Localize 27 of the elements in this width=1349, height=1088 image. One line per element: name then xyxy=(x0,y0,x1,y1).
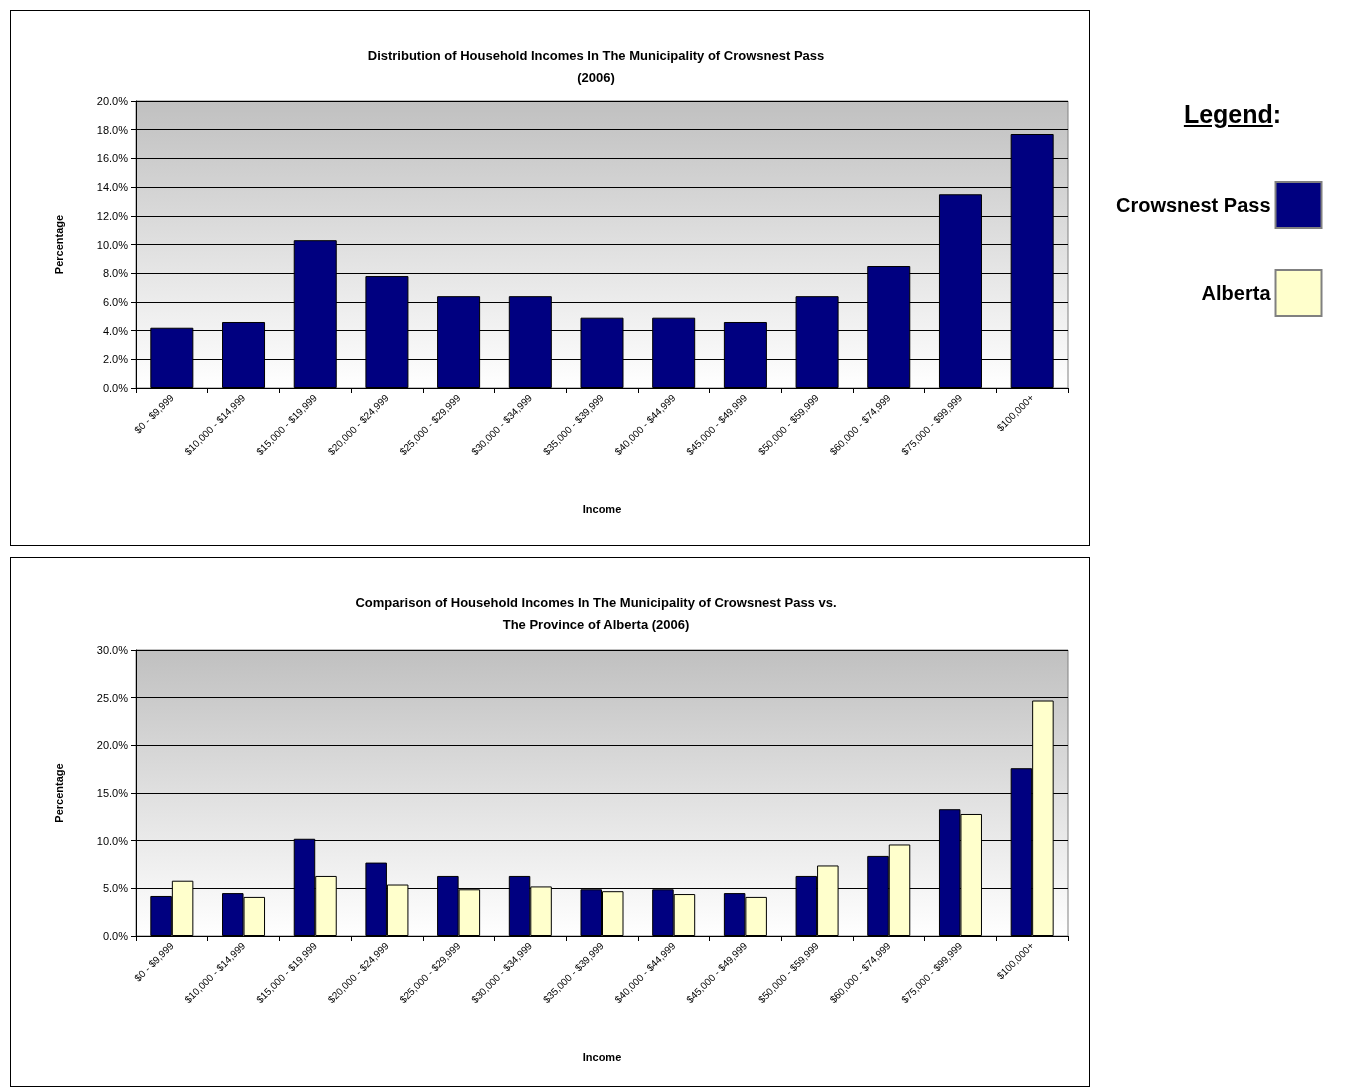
y-axis-title: Percentage xyxy=(52,214,65,275)
y-tick-label: 5.0% xyxy=(102,882,129,895)
y-tick-label: 16.0% xyxy=(96,152,129,165)
chart-title: Comparison of Household Incomes In The Municipality of Crowsnest Pass vs. The Province of Alberta (2006) xyxy=(355,594,837,632)
y-tick-label: 0.0% xyxy=(102,930,129,942)
x-axis-title: Income xyxy=(582,502,622,515)
legend-label: Crowsnest Pass xyxy=(1116,194,1271,216)
y-tick-label: 8.0% xyxy=(102,267,129,280)
y-tick-label: 10.0% xyxy=(96,238,129,251)
legend-label: Alberta xyxy=(1201,282,1272,304)
y-tick-label: 20.0% xyxy=(96,95,129,107)
y-tick-label: 12.0% xyxy=(96,209,129,222)
y-tick-label: 14.0% xyxy=(96,181,129,194)
x-axis-title: Income xyxy=(582,1050,622,1063)
legend-title: Legend: xyxy=(1182,100,1283,129)
chart-title: Distribution of Household Incomes In The Municipality of Crowsnest Pass (2006) xyxy=(367,47,825,85)
y-tick-label: 6.0% xyxy=(102,295,129,308)
y-tick-label: 10.0% xyxy=(96,834,129,847)
y-tick-label: 30.0% xyxy=(96,644,129,656)
y-tick-label: 20.0% xyxy=(96,739,129,752)
y-tick-label: 4.0% xyxy=(102,324,129,337)
y-tick-label: 18.0% xyxy=(96,123,129,136)
y-tick-label: 25.0% xyxy=(96,691,129,704)
y-tick-label: 2.0% xyxy=(102,353,129,366)
y-tick-label: 15.0% xyxy=(96,787,129,799)
y-axis-title: Percentage xyxy=(52,763,65,823)
y-tick-label: 0.0% xyxy=(102,382,129,394)
